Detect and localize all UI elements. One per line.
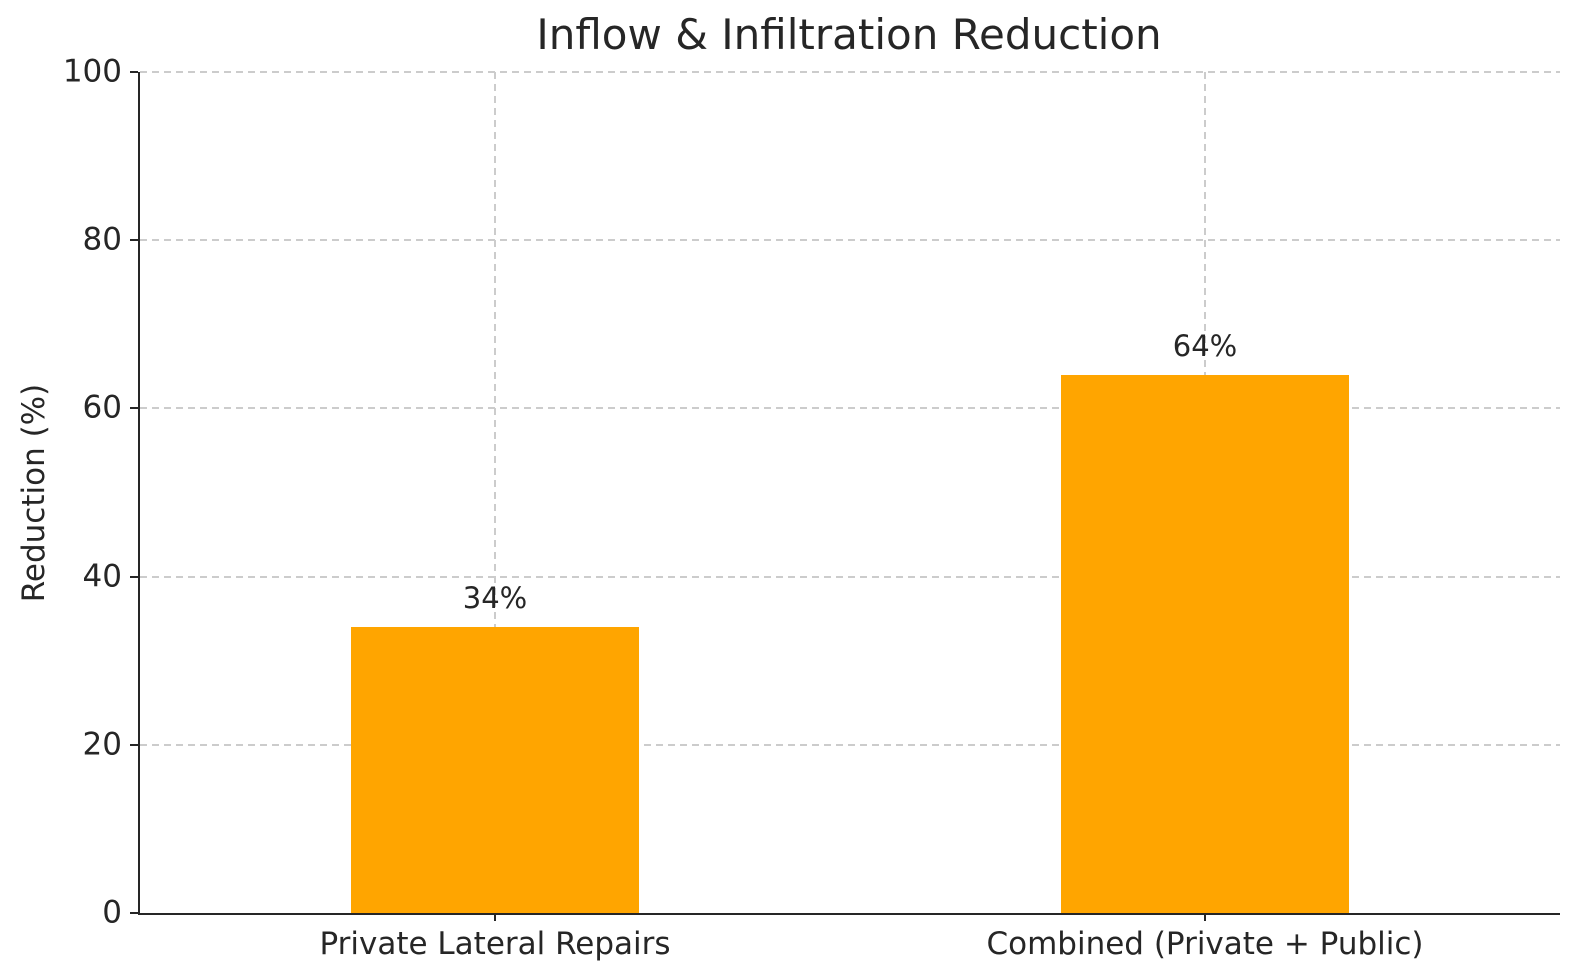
bar <box>351 627 639 913</box>
y-tick <box>130 71 138 73</box>
y-tick-label: 80 <box>82 221 122 258</box>
y-tick-label: 100 <box>62 53 122 90</box>
y-tick <box>130 407 138 410</box>
h-gridline <box>140 407 1560 410</box>
y-tick-label: 20 <box>82 726 122 763</box>
x-tick <box>494 913 496 921</box>
y-tick-label: 0 <box>102 894 122 931</box>
y-tick <box>130 743 138 746</box>
h-gridline <box>140 575 1560 578</box>
y-tick-label: 60 <box>82 389 122 426</box>
bar <box>1061 374 1349 913</box>
v-gridline <box>494 72 496 913</box>
y-tick <box>130 239 138 242</box>
h-gridline <box>140 71 1560 73</box>
x-tick <box>1204 913 1206 921</box>
y-tick <box>130 575 138 578</box>
chart-title: Inflow & Infiltration Reduction <box>536 10 1162 59</box>
x-tick-label: Private Lateral Repairs <box>319 926 671 962</box>
y-tick-label: 40 <box>82 558 122 595</box>
y-axis-label: Reduction (%) <box>16 383 52 603</box>
h-gridline <box>140 239 1560 242</box>
h-gridline <box>140 743 1560 746</box>
x-tick-label: Combined (Private + Public) <box>986 926 1424 962</box>
y-tick <box>130 912 138 914</box>
bar-value-label: 34% <box>462 581 528 616</box>
plot-area: 0 20 40 60 80 100 34% Private Lateral Repairs 64… <box>63 56 1560 962</box>
bar-value-label: 64% <box>1172 328 1238 363</box>
